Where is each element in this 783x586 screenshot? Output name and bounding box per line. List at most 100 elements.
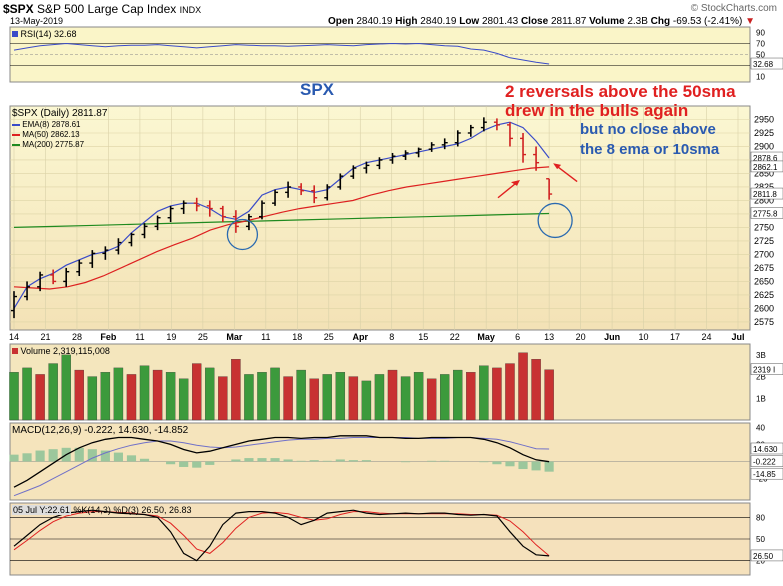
price-bar: [24, 281, 31, 301]
x-tick-label: 22: [450, 332, 460, 342]
macd-histogram-bar: [531, 461, 541, 471]
volume-bar: [296, 369, 306, 421]
volume-bar: [505, 363, 515, 421]
rsi-tick-label: 10: [756, 73, 765, 82]
macd-histogram-bar: [296, 460, 306, 462]
rsi-tick-label: 50: [756, 51, 765, 60]
y-tick-label: 2900: [754, 141, 774, 151]
macd-label: MACD(12,26,9) -0.222, 14.630, -14.852: [12, 425, 189, 436]
symbol: $SPX: [3, 2, 34, 16]
macd-histogram-bar: [518, 461, 528, 470]
price-bar: [141, 223, 148, 239]
stoch-tag-bg: [750, 549, 783, 562]
macd-histogram-bar: [492, 461, 502, 465]
volume-bar: [165, 372, 176, 421]
x-tick-label: 24: [702, 332, 712, 342]
price-bar: [258, 200, 265, 220]
annotation-arrowhead-right: [553, 163, 562, 170]
stochastics-panel: [10, 509, 750, 562]
price-bar: [350, 165, 357, 179]
x-tick-label: 19: [166, 332, 176, 342]
macd-histogram-bar: [9, 454, 19, 462]
volume-tag-bg: [750, 363, 783, 375]
gridlines: [10, 106, 750, 330]
macd-histogram-bar: [126, 455, 137, 462]
x-tick-label: 11: [261, 332, 270, 342]
macd-histogram-bar: [309, 460, 319, 462]
ma50-label-text: MA(50) 2862.13: [22, 130, 80, 139]
macd-histogram-bar: [544, 461, 554, 472]
price-bar: [193, 197, 200, 212]
price-bar: [285, 181, 292, 198]
volume-bar: [466, 372, 476, 421]
macd-histogram-bar: [400, 461, 411, 463]
x-tick-label: 25: [324, 332, 334, 342]
annotation-line2: drew in the bulls again: [505, 101, 689, 120]
price-bar: [520, 132, 527, 163]
x-tick-label: 10: [639, 332, 649, 342]
x-tick-label: 20: [576, 332, 586, 342]
price-bar: [493, 118, 500, 131]
macd-tag-macd-bg: [750, 455, 783, 467]
y-tick-label: 2700: [754, 249, 774, 259]
volume-bar: [126, 374, 137, 421]
price-bar: [272, 189, 279, 206]
price-bar: [89, 250, 96, 268]
price-bar: [115, 238, 122, 255]
price-bar: [37, 271, 44, 292]
annotation-arrow-right: [554, 164, 578, 183]
macd-histogram-bar: [479, 461, 489, 463]
volume-bar: [205, 367, 215, 421]
macd-histogram-bar: [87, 449, 97, 462]
macd-histogram-bar: [139, 458, 150, 462]
volume-bar: [322, 374, 332, 421]
stoch-label: 05 Jul Y:22.61 %K(14,3) %D(3) 26.50, 26.…: [12, 505, 191, 515]
volume-bar: [479, 365, 489, 421]
axis-labels: 14 21 28 Feb 11 19 25 Mar 11 18 25 Apr 8 15 22 May 6 13 20…: [9, 29, 783, 566]
macd-histogram-bar: [348, 460, 358, 462]
price-bar: [533, 146, 540, 171]
ema8-line: [13, 121, 550, 309]
x-tick-label: Feb: [100, 332, 117, 342]
volume-bar: [192, 363, 202, 421]
volume-bar: [335, 372, 346, 421]
volume-value: 2.3B: [627, 16, 648, 27]
stoch-tag: 26.50: [753, 552, 774, 561]
ma50-line-icon: [12, 133, 20, 136]
macd-histogram-bar: [35, 450, 45, 462]
price-bar: [298, 183, 305, 196]
rsi-tick-label: 90: [756, 29, 765, 38]
y-tick-label: 2600: [754, 303, 774, 313]
y-tick-label: 2850: [754, 168, 774, 178]
ema8-tag: 2878.6: [753, 154, 778, 163]
rsi-tag-bg: [750, 57, 783, 70]
macd-histogram-bar: [22, 453, 32, 462]
brand-watermark: © StockCharts.com: [690, 3, 777, 14]
macd-tag-hist-bg: [750, 467, 783, 480]
price-bar: [546, 178, 553, 200]
x-tick-label: 21: [40, 332, 50, 342]
macd-tag-hist: -14.85: [753, 470, 776, 479]
price-bar: [376, 157, 383, 170]
price-panel: [11, 117, 553, 319]
high-value: 2840.19: [420, 16, 457, 27]
volume-bar: [309, 378, 319, 421]
y-tick-label: 2650: [754, 276, 774, 286]
volume-bar: [257, 372, 267, 421]
price-bar: [154, 215, 161, 231]
volume-bar: [426, 378, 437, 421]
y-tick-label: 2575: [754, 317, 774, 327]
macd-histogram-bar: [361, 460, 371, 462]
volume-bar: [61, 354, 71, 421]
chart-header: $SPX S&P 500 Large Cap Index INDX: [3, 2, 201, 16]
price-bar: [415, 147, 422, 158]
chg-down-icon: ▼: [745, 16, 756, 27]
macd-histogram-bar: [113, 452, 123, 462]
volume-bar: [439, 374, 450, 421]
volume-bar: [152, 369, 163, 421]
rsi-tick-label: 70: [756, 40, 765, 49]
x-tick-label: 25: [198, 332, 208, 342]
price-bar: [219, 205, 226, 223]
macd-histogram-bar: [283, 459, 293, 462]
open-value: 2840.19: [356, 16, 393, 27]
